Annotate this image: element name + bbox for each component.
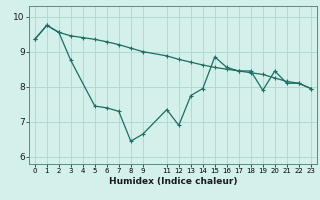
X-axis label: Humidex (Indice chaleur): Humidex (Indice chaleur) <box>108 177 237 186</box>
